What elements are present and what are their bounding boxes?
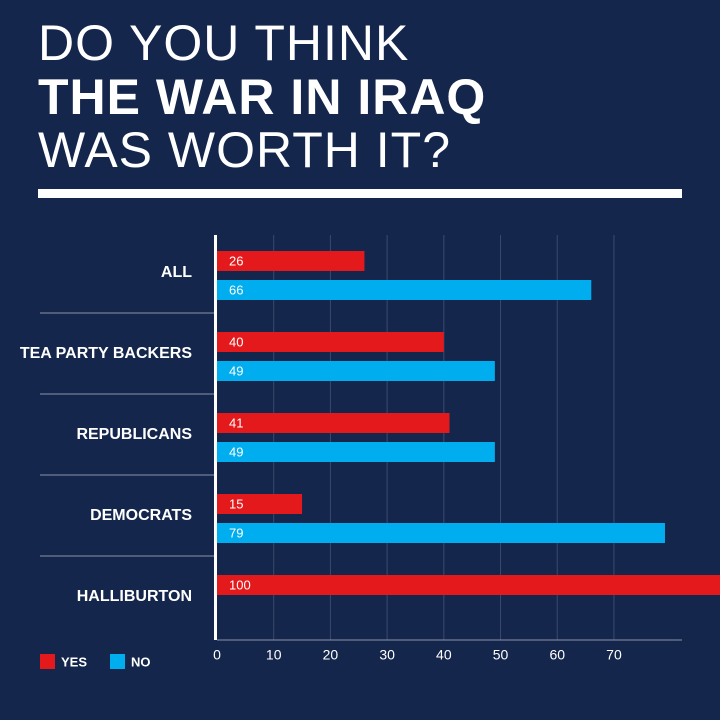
x-tick-label: 50 — [493, 647, 509, 663]
title-line: DO YOU THINK — [38, 15, 409, 71]
category-label: DEMOCRATS — [90, 507, 192, 524]
legend-label: NO — [131, 654, 151, 669]
title-line: WAS WORTH IT? — [38, 122, 451, 178]
category-label: TEA PARTY BACKERS — [20, 345, 192, 362]
category-label: HALLIBURTON — [77, 588, 192, 605]
value-label: 15 — [229, 496, 243, 511]
value-label: 79 — [229, 525, 243, 540]
bar — [217, 332, 444, 352]
bar — [217, 280, 592, 300]
value-label: 26 — [229, 253, 243, 268]
bar — [217, 494, 303, 514]
value-label: 100 — [229, 577, 251, 592]
value-label: 66 — [229, 282, 243, 297]
value-label: 40 — [229, 334, 243, 349]
title-rule — [38, 189, 682, 198]
bar — [217, 413, 450, 433]
x-tick-label: 30 — [379, 647, 395, 663]
x-tick-label: 20 — [323, 647, 339, 663]
category-label: ALL — [161, 264, 192, 281]
x-tick-label: 0 — [213, 647, 221, 663]
legend-label: YES — [61, 654, 87, 669]
y-axis — [214, 235, 217, 640]
bar — [217, 523, 665, 543]
legend-swatch — [40, 654, 55, 669]
x-tick-label: 40 — [436, 647, 452, 663]
bar — [217, 442, 495, 462]
x-tick-label: 60 — [549, 647, 565, 663]
x-tick-label: 70 — [606, 647, 622, 663]
value-label: 41 — [229, 415, 243, 430]
legend-swatch — [110, 654, 125, 669]
bar — [217, 361, 495, 381]
bar — [217, 251, 365, 271]
x-tick-label: 10 — [266, 647, 282, 663]
title-line: THE WAR IN IRAQ — [38, 69, 486, 125]
value-label: 49 — [229, 363, 243, 378]
bar — [217, 575, 720, 595]
category-label: REPUBLICANS — [76, 426, 192, 443]
value-label: 49 — [229, 444, 243, 459]
